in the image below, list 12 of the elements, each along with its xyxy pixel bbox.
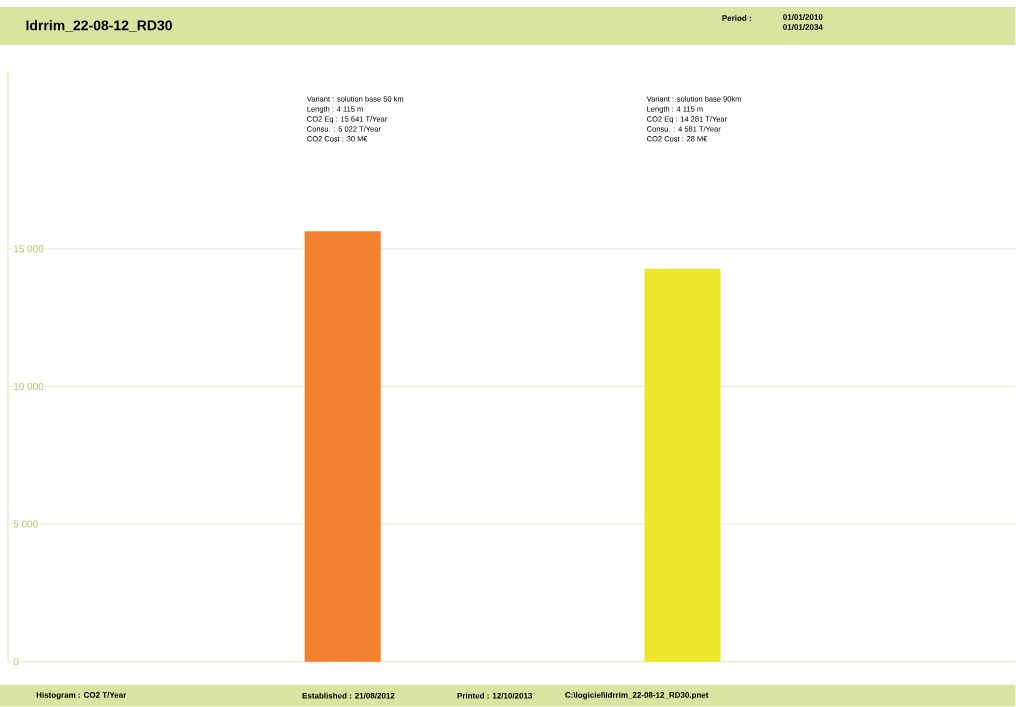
text: 01/01/2034 (783, 24, 823, 31)
text: Period : (722, 15, 751, 22)
y-tick-label: 5 000 (13, 520, 38, 528)
text: Histogram : CO2 T/Year (36, 692, 127, 700)
y-tick-label: 15 000 (13, 245, 44, 253)
text: C:\logiciel\Idrrim_22-08-12_RD30.pnet (565, 692, 709, 700)
text: Printed : 12/10/2013 (457, 692, 533, 699)
text: 01/01/2010 (783, 14, 823, 21)
chart-title: Idrrim_22-08-12_RD30 (26, 20, 172, 33)
y-tick-label: 0 (13, 658, 19, 666)
text: Established : 21/08/2012 (302, 692, 395, 699)
y-tick-label: 10 000 (13, 383, 44, 391)
